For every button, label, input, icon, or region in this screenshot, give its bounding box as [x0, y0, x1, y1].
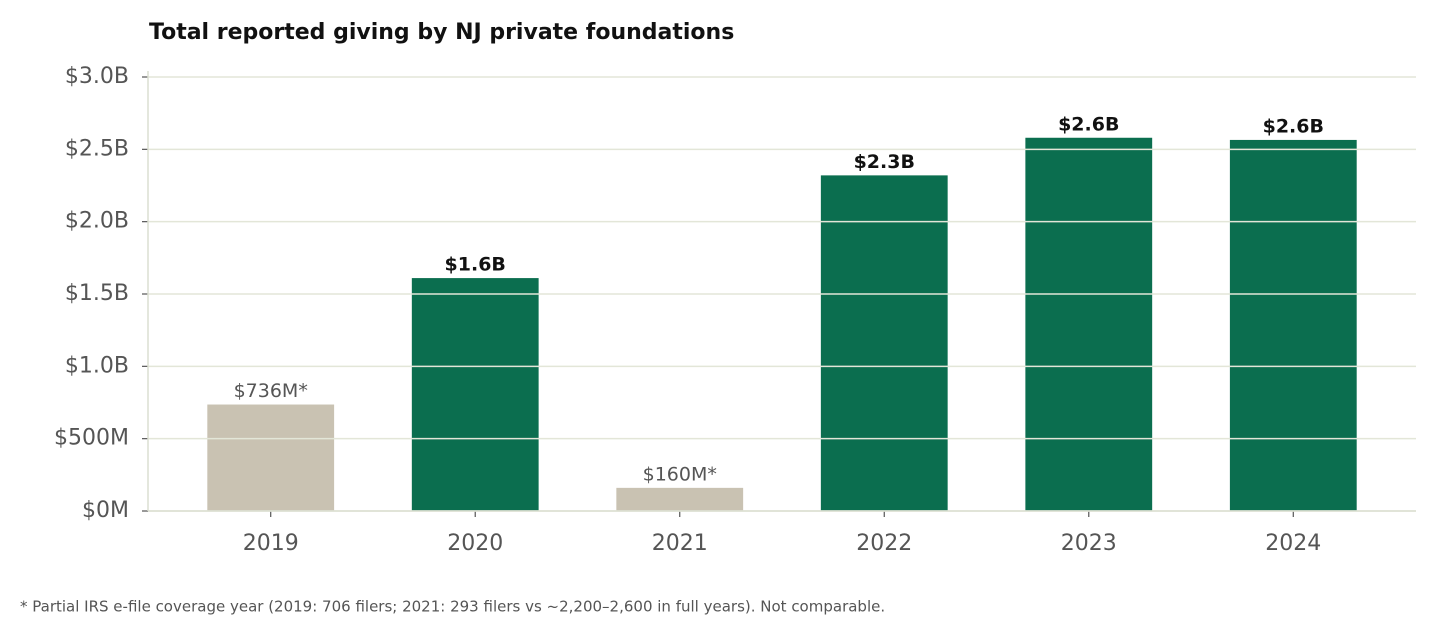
value-label: $160M* — [643, 463, 717, 485]
y-tick-label: $3.0B — [65, 64, 129, 89]
x-tick-label: 2021 — [652, 531, 708, 556]
value-label: $2.3B — [854, 151, 915, 173]
x-tick-label: 2019 — [243, 531, 299, 556]
value-label: $2.6B — [1263, 115, 1324, 137]
bar — [207, 404, 335, 511]
value-label: $736M* — [234, 380, 308, 402]
y-tick-label: $0M — [82, 498, 129, 523]
x-tick-label: 2020 — [447, 531, 503, 556]
bar — [820, 175, 948, 511]
x-tick-label: 2023 — [1061, 531, 1117, 556]
x-tick-label: 2024 — [1265, 531, 1321, 556]
value-label: $2.6B — [1058, 113, 1119, 135]
y-tick-label: $500M — [54, 426, 129, 451]
chart-title: Total reported giving by NJ private foun… — [149, 20, 734, 45]
bar — [1229, 139, 1357, 511]
x-tick-label: 2022 — [856, 531, 912, 556]
footnote: * Partial IRS e-file coverage year (2019… — [20, 598, 885, 616]
y-tick-label: $2.0B — [65, 209, 129, 234]
bar — [411, 278, 539, 511]
y-tick-label: $2.5B — [65, 136, 129, 161]
y-tick-label: $1.5B — [65, 281, 129, 306]
bar — [616, 487, 744, 511]
value-label: $1.6B — [445, 254, 506, 276]
y-tick-label: $1.0B — [65, 353, 129, 378]
bar — [1025, 137, 1153, 511]
